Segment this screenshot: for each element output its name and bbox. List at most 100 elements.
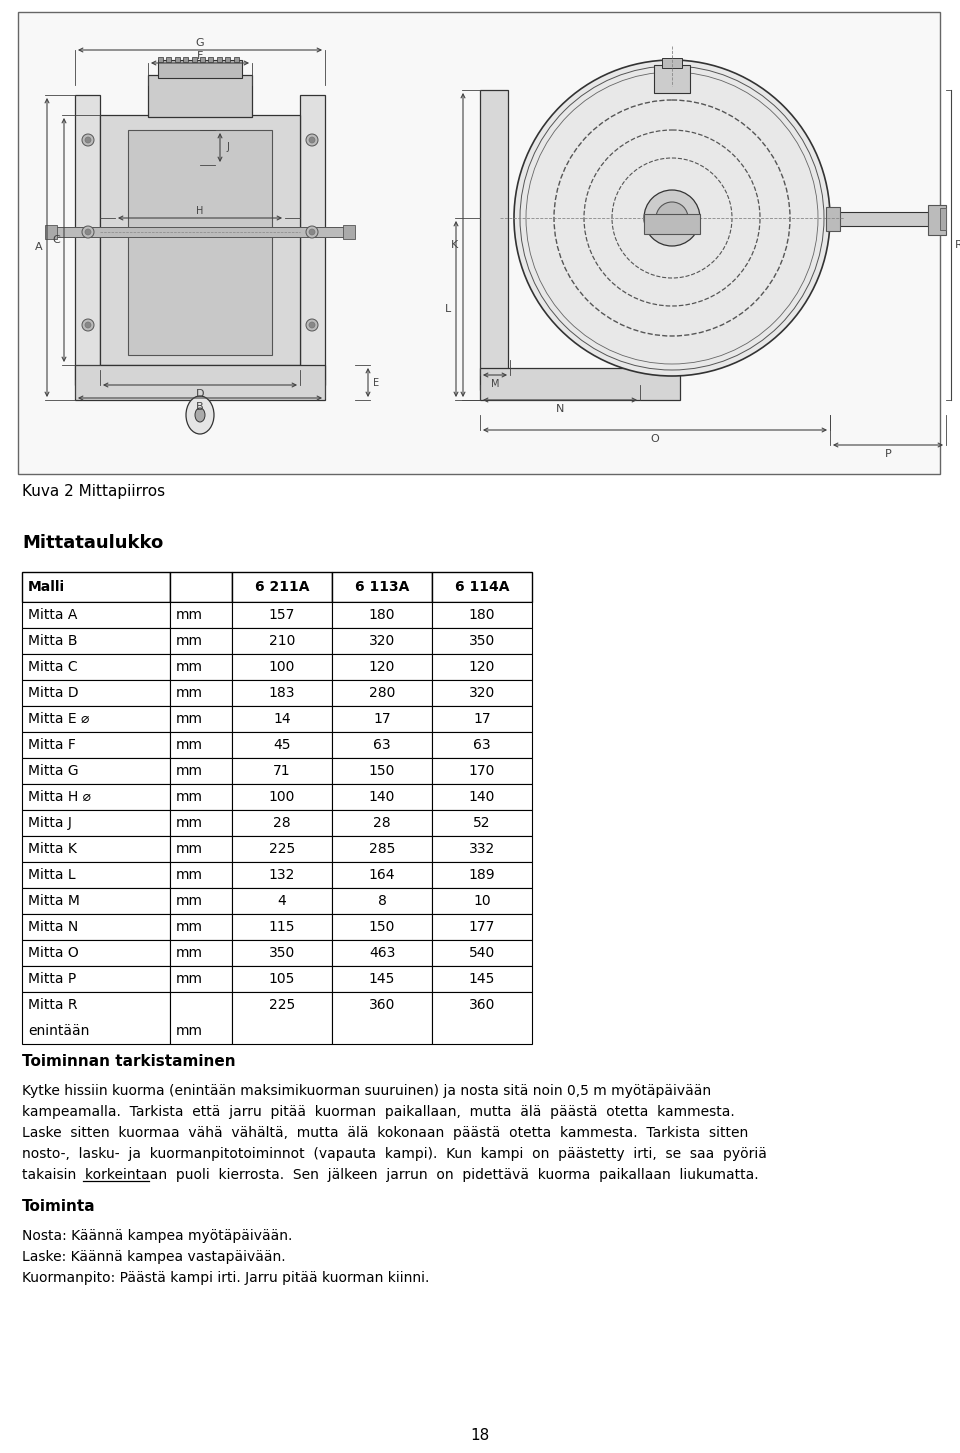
Circle shape bbox=[85, 137, 91, 142]
Text: 63: 63 bbox=[473, 738, 491, 753]
Text: 164: 164 bbox=[369, 867, 396, 882]
Text: mm: mm bbox=[176, 817, 203, 830]
Text: Toiminta: Toiminta bbox=[22, 1199, 96, 1215]
Bar bbox=[233, 57, 239, 62]
Circle shape bbox=[306, 320, 318, 331]
Bar bbox=[432, 888, 532, 914]
Text: 157: 157 bbox=[269, 607, 295, 622]
Text: 100: 100 bbox=[269, 660, 295, 674]
Text: 105: 105 bbox=[269, 972, 295, 987]
Circle shape bbox=[656, 202, 688, 234]
Bar bbox=[432, 758, 532, 785]
Text: Mitta N: Mitta N bbox=[28, 920, 79, 934]
Bar bbox=[332, 785, 432, 809]
Text: 6 113A: 6 113A bbox=[355, 580, 409, 594]
Text: 180: 180 bbox=[468, 607, 495, 622]
Circle shape bbox=[514, 60, 830, 376]
Bar bbox=[232, 992, 332, 1045]
Text: Mitta O: Mitta O bbox=[28, 946, 79, 960]
Text: 120: 120 bbox=[369, 660, 396, 674]
Text: Kytke hissiin kuorma (enintään maksimikuorman suuruinen) ja nosta sitä noin 0,5 : Kytke hissiin kuorma (enintään maksimiku… bbox=[22, 1084, 711, 1098]
Text: 320: 320 bbox=[369, 634, 396, 648]
Text: 463: 463 bbox=[369, 946, 396, 960]
Bar bbox=[170, 809, 232, 835]
Text: Malli: Malli bbox=[28, 580, 65, 594]
Text: 332: 332 bbox=[468, 841, 495, 856]
Bar bbox=[128, 129, 272, 355]
Text: R: R bbox=[955, 240, 960, 250]
Text: mm: mm bbox=[176, 972, 203, 987]
Text: mm: mm bbox=[176, 738, 203, 753]
Text: 177: 177 bbox=[468, 920, 495, 934]
Text: 10: 10 bbox=[473, 894, 491, 908]
Text: Mitta M: Mitta M bbox=[28, 894, 80, 908]
Bar bbox=[170, 862, 232, 888]
Bar bbox=[432, 602, 532, 628]
Text: 285: 285 bbox=[369, 841, 396, 856]
Bar bbox=[940, 208, 946, 230]
Bar bbox=[232, 654, 332, 680]
Text: 150: 150 bbox=[369, 764, 396, 777]
Bar bbox=[480, 368, 680, 400]
Text: 210: 210 bbox=[269, 634, 295, 648]
Bar bbox=[170, 940, 232, 966]
Bar bbox=[232, 680, 332, 706]
Bar bbox=[432, 966, 532, 992]
Bar bbox=[170, 680, 232, 706]
Bar bbox=[170, 966, 232, 992]
Text: C: C bbox=[52, 235, 60, 246]
Text: 63: 63 bbox=[373, 738, 391, 753]
Text: O: O bbox=[651, 434, 660, 445]
Bar bbox=[22, 628, 170, 654]
Bar bbox=[332, 940, 432, 966]
Bar bbox=[332, 966, 432, 992]
Text: 280: 280 bbox=[369, 686, 396, 700]
Text: mm: mm bbox=[176, 946, 203, 960]
Text: 4: 4 bbox=[277, 894, 286, 908]
Text: 132: 132 bbox=[269, 867, 295, 882]
Bar bbox=[170, 888, 232, 914]
Text: mm: mm bbox=[176, 660, 203, 674]
Text: M: M bbox=[491, 379, 499, 389]
Bar bbox=[432, 992, 532, 1045]
Bar bbox=[148, 76, 252, 118]
Bar bbox=[170, 835, 232, 862]
Circle shape bbox=[309, 137, 315, 142]
Circle shape bbox=[82, 320, 94, 331]
Text: mm: mm bbox=[176, 841, 203, 856]
Bar bbox=[232, 862, 332, 888]
Bar bbox=[432, 862, 532, 888]
Bar bbox=[432, 785, 532, 809]
Bar bbox=[22, 785, 170, 809]
Bar bbox=[332, 680, 432, 706]
Bar bbox=[432, 732, 532, 758]
Text: K: K bbox=[451, 240, 459, 250]
Text: 360: 360 bbox=[468, 998, 495, 1011]
Bar bbox=[45, 225, 57, 238]
Bar bbox=[332, 835, 432, 862]
Bar bbox=[55, 227, 345, 237]
Text: nosto-,  lasku-  ja  kuormanpitotoiminnot  (vapauta  kampi).  Kun  kampi  on  pä: nosto-, lasku- ja kuormanpitotoiminnot (… bbox=[22, 1146, 767, 1161]
Text: 225: 225 bbox=[269, 998, 295, 1011]
Ellipse shape bbox=[195, 408, 205, 421]
Bar bbox=[158, 60, 242, 78]
Bar bbox=[332, 992, 432, 1045]
Bar bbox=[226, 57, 230, 62]
Text: 6 114A: 6 114A bbox=[455, 580, 509, 594]
Text: G: G bbox=[196, 38, 204, 48]
Bar bbox=[175, 57, 180, 62]
Circle shape bbox=[82, 134, 94, 145]
Bar bbox=[22, 654, 170, 680]
Text: mm: mm bbox=[176, 920, 203, 934]
Text: 120: 120 bbox=[468, 660, 495, 674]
Text: kampeamalla.  Tarkista  että  jarru  pitää  kuorman  paikallaan,  mutta  älä  pä: kampeamalla. Tarkista että jarru pitää k… bbox=[22, 1104, 734, 1119]
Bar bbox=[332, 706, 432, 732]
Bar bbox=[432, 628, 532, 654]
Text: Laske: Käännä kampea vastapäivään.: Laske: Käännä kampea vastapäivään. bbox=[22, 1250, 286, 1264]
Circle shape bbox=[85, 323, 91, 328]
Text: Mitta K: Mitta K bbox=[28, 841, 77, 856]
Bar bbox=[232, 785, 332, 809]
Bar bbox=[200, 57, 205, 62]
Bar bbox=[332, 602, 432, 628]
Bar bbox=[100, 115, 300, 365]
